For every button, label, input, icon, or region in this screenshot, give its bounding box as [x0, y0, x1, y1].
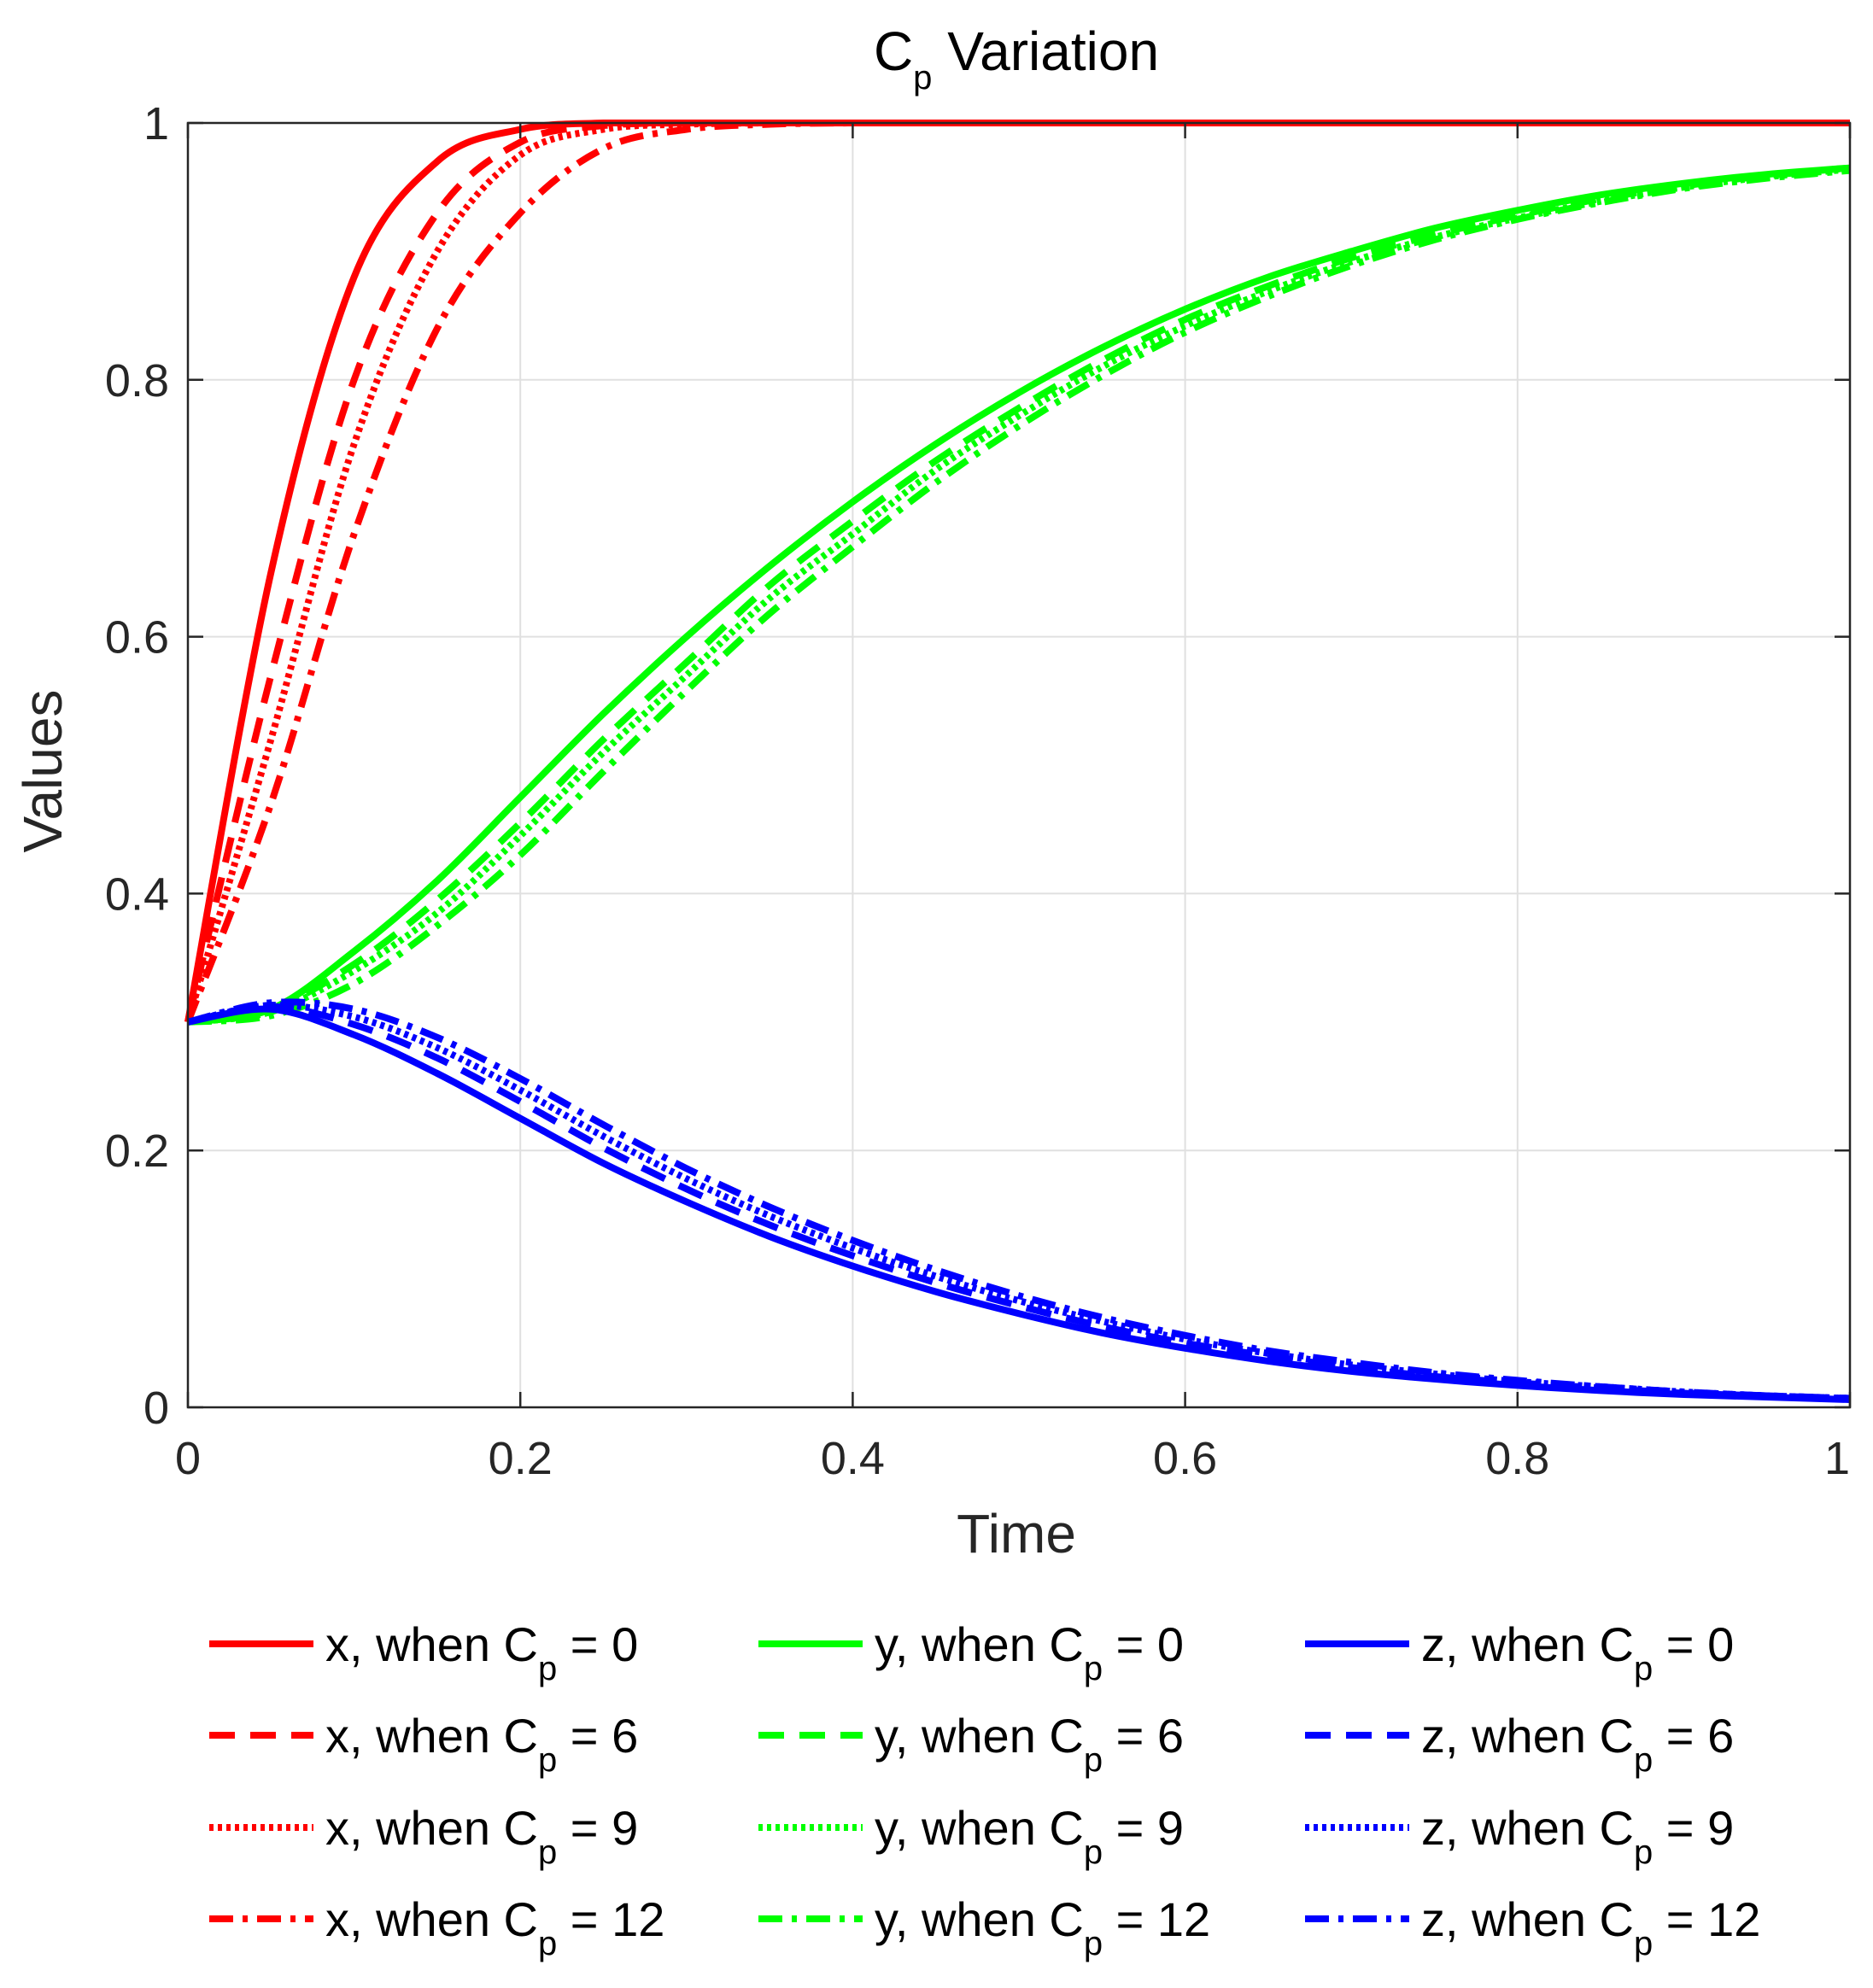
- legend-label-x-2: x, when Cp = 9: [325, 1801, 638, 1871]
- legend-label-z-3: z, when Cp = 12: [1421, 1892, 1760, 1962]
- x-tick-label-5: 1: [1824, 1433, 1850, 1484]
- legend-label-x-3: x, when Cp = 12: [325, 1892, 664, 1962]
- legend-label-y-0: y, when Cp = 0: [875, 1617, 1184, 1687]
- y-tick-label-5: 1: [143, 98, 169, 149]
- legend-label-z-0: z, when Cp = 0: [1421, 1617, 1734, 1687]
- series-line-y-7: [187, 167, 1851, 1026]
- legend-label-z-2: z, when Cp = 9: [1421, 1801, 1734, 1871]
- y-tick-label-0: 0: [143, 1383, 169, 1434]
- x-tick-label-4: 0.8: [1485, 1433, 1549, 1484]
- chart-title-main: C: [874, 20, 913, 82]
- chart-title-rest: Variation: [932, 20, 1159, 82]
- x-tick-label-2: 0.4: [821, 1433, 885, 1484]
- axes-box: [186, 121, 1852, 1409]
- y-tick-label-2: 0.4: [105, 868, 169, 920]
- x-tick-label-1: 0.2: [489, 1433, 553, 1484]
- y-axis-label: Values: [12, 690, 73, 853]
- grid: [188, 123, 1850, 1407]
- legend-label-x-0: x, when Cp = 0: [325, 1617, 638, 1687]
- legend-label-z-1: z, when Cp = 6: [1421, 1709, 1734, 1779]
- tick-labels: 0 0.2 0.4 0.6 0.8 1 0 0.2 0.4 0.6 0.8 1: [105, 98, 1850, 1484]
- x-axis-label: Time: [957, 1503, 1076, 1564]
- y-tick-label-1: 0.2: [105, 1126, 169, 1177]
- x-tick-label-0: 0: [175, 1433, 201, 1484]
- chart-title-sub: p: [913, 59, 932, 96]
- y-tick-label-4: 0.8: [105, 355, 169, 406]
- legend-label-x-1: x, when Cp = 6: [325, 1709, 638, 1779]
- x-tick-label-3: 0.6: [1153, 1433, 1217, 1484]
- chart-title: Cp Variation: [874, 20, 1159, 96]
- legend-label-y-1: y, when Cp = 6: [875, 1709, 1184, 1779]
- series-line-y-4: [187, 164, 1851, 1026]
- legend: x, when Cp = 0 x, when Cp = 6 x, when Cp =…: [209, 1617, 1760, 1962]
- y-tick-label-3: 0.6: [105, 612, 169, 664]
- series-line-z-11: [187, 998, 1851, 1402]
- axes: [186, 121, 1852, 1409]
- legend-label-y-2: y, when Cp = 9: [875, 1801, 1184, 1871]
- legend-label-y-3: y, when Cp = 12: [875, 1892, 1210, 1962]
